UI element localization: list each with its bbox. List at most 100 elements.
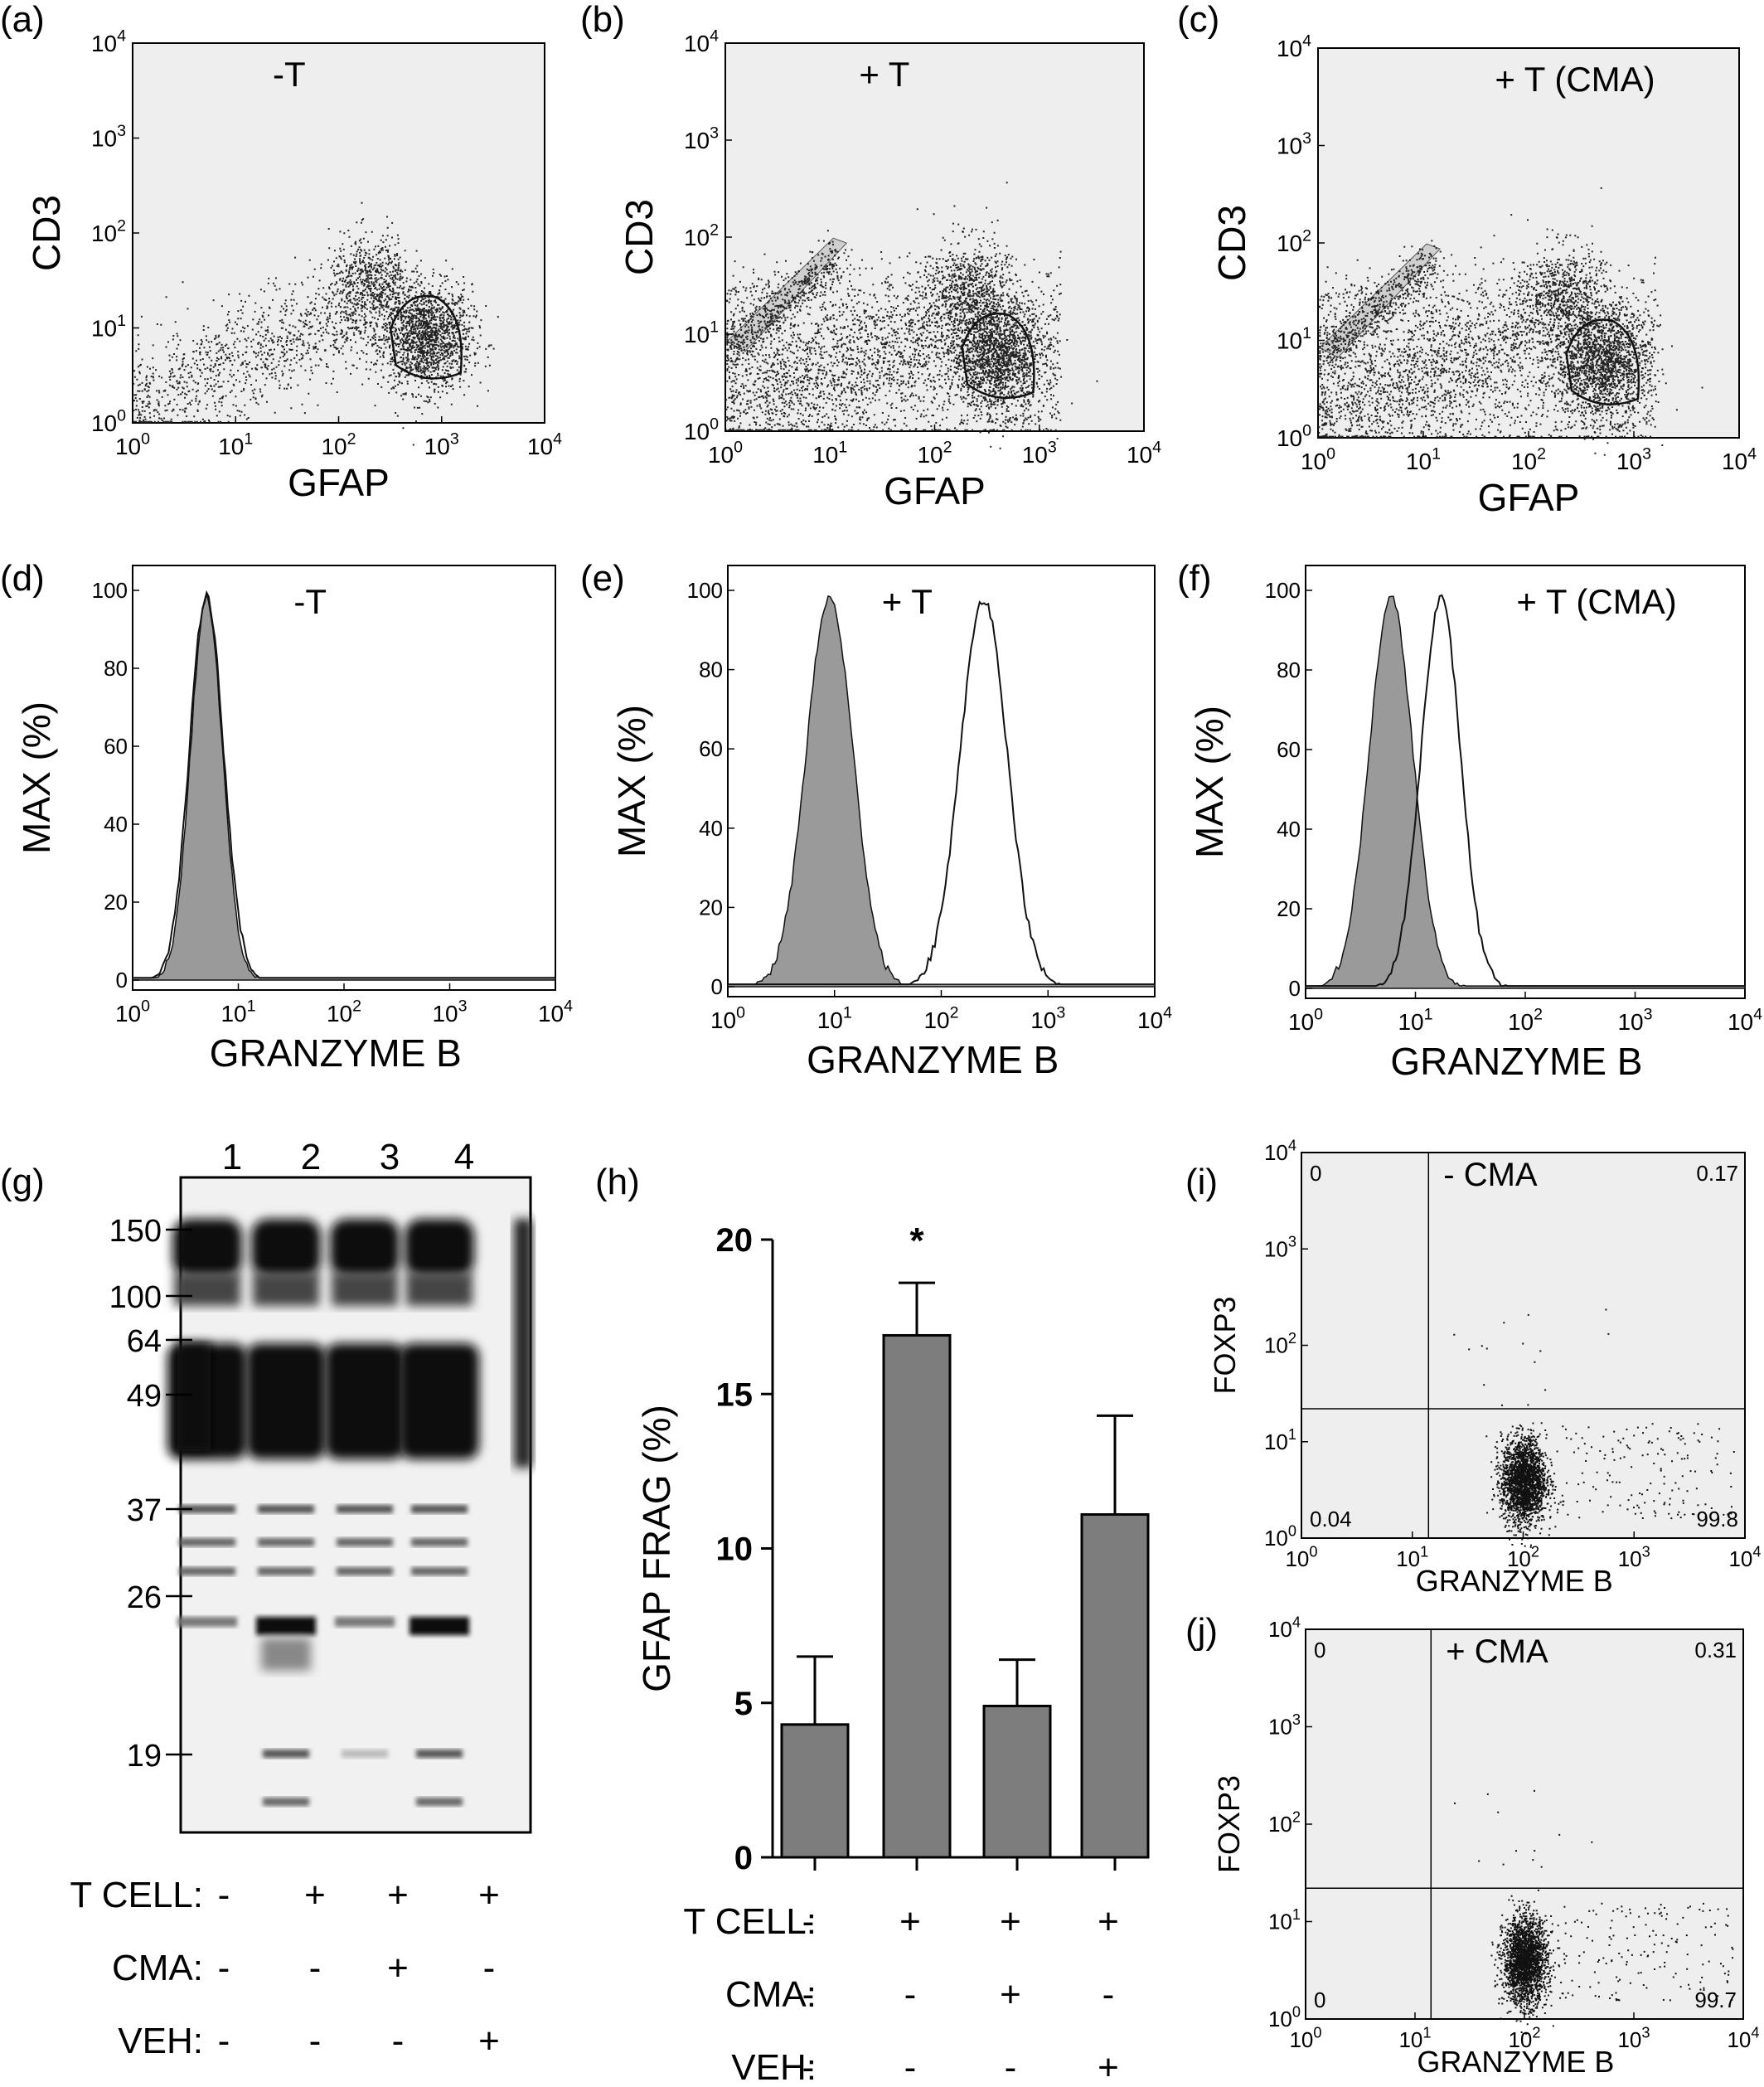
- x-tick-label: 103: [424, 430, 459, 459]
- x-tick-label: 102: [917, 438, 952, 468]
- x-tick-label: 100: [1301, 444, 1335, 474]
- tick-base: 10: [1289, 2027, 1313, 2052]
- panel-title: + T (CMA): [1495, 60, 1655, 99]
- x-tick-label: 101: [1396, 1543, 1428, 1571]
- x-tick-label: 104: [1728, 1005, 1762, 1035]
- x-tick-label: 100: [708, 438, 743, 468]
- x-tick-label: 101: [817, 1003, 852, 1033]
- significance-marker: *: [909, 1221, 924, 1261]
- tick-exponent: 4: [1753, 1005, 1762, 1023]
- blot-band-26-fragment: [177, 1617, 237, 1627]
- tick-base: 10: [1127, 442, 1152, 468]
- tick-exponent: 4: [564, 997, 573, 1015]
- panel-letter: (g): [0, 1162, 45, 1202]
- tick-base: 10: [684, 419, 710, 444]
- tick-base: 10: [1285, 1546, 1309, 1571]
- tick-exponent: 1: [1292, 1906, 1301, 1923]
- tick-base: 10: [1617, 2027, 1641, 2052]
- tick-base: 10: [1398, 2027, 1422, 2052]
- tick-base: 10: [1396, 1546, 1420, 1571]
- blot-band-49: [246, 1343, 326, 1459]
- tick-exponent: 2: [1302, 226, 1311, 245]
- tick-base: 10: [1728, 1009, 1753, 1035]
- tick-base: 10: [1268, 1617, 1292, 1642]
- panel-title: -T: [273, 55, 306, 94]
- x-axis-label: GFAP: [884, 469, 986, 512]
- tick-exponent: 1: [1432, 444, 1441, 463]
- panel-letter: (e): [580, 558, 625, 599]
- panel-letter: (c): [1177, 0, 1219, 40]
- condition-value: +: [387, 1875, 409, 1915]
- blot-band-minor: [337, 1505, 393, 1513]
- condition-value: -: [1102, 1974, 1115, 2015]
- panel-letter: (b): [580, 0, 625, 40]
- tick-base: 10: [527, 434, 553, 459]
- quadrant-lr-value: 99.8: [1696, 1507, 1738, 1531]
- y-tick-label: 100: [92, 578, 128, 603]
- y-axis-label: MAX (%): [610, 705, 653, 857]
- tick-exponent: 3: [1056, 1003, 1065, 1022]
- condition-label: T CELL:: [683, 1901, 817, 1942]
- panel-title: -T: [293, 582, 327, 621]
- x-tick-label: 101: [220, 997, 255, 1027]
- condition-label: T CELL:: [70, 1875, 203, 1915]
- tick-exponent: 4: [1152, 438, 1161, 456]
- tick-exponent: 0: [1288, 1522, 1296, 1539]
- marker-label: 37: [127, 1493, 162, 1528]
- x-tick-label: 100: [1288, 1005, 1323, 1035]
- x-tick-label: 104: [1727, 2024, 1759, 2052]
- tick-base: 10: [115, 434, 141, 459]
- tick-base: 10: [684, 128, 710, 153]
- blot-band-100: [174, 1273, 240, 1306]
- panel-letter: (d): [0, 558, 45, 599]
- y-tick-label: 102: [91, 216, 126, 246]
- tick-base: 10: [424, 434, 450, 459]
- tick-exponent: 3: [1642, 1543, 1650, 1560]
- tick-base: 10: [1508, 2027, 1532, 2052]
- tick-exponent: 4: [1292, 1614, 1301, 1630]
- bar: [1080, 1513, 1150, 1859]
- y-axis-label: FOXP3: [1208, 1296, 1242, 1394]
- blot-band-low-fragment: [416, 1798, 463, 1806]
- y-tick-label: 20: [104, 890, 128, 915]
- y-tick-label: 103: [684, 124, 719, 153]
- tick-base: 10: [1137, 1007, 1163, 1033]
- blot-band-minor: [337, 1567, 393, 1575]
- marker-label: 100: [109, 1280, 162, 1315]
- event-dots: [1318, 187, 1703, 456]
- x-tick-label: 101: [1398, 1005, 1432, 1035]
- bar: [982, 1704, 1052, 1859]
- panel-letter: (i): [1185, 1162, 1218, 1202]
- tick-exponent: 0: [1313, 2024, 1321, 2041]
- y-tick-label: 20: [699, 895, 723, 920]
- y-tick-label: 101: [1268, 1906, 1301, 1934]
- tick-exponent: 0: [1309, 1543, 1317, 1560]
- y-tick-label: 100: [1264, 1522, 1296, 1551]
- blot-band-minor: [411, 1538, 468, 1546]
- condition-label: CMA:: [112, 1948, 203, 1988]
- y-tick-label: 0: [116, 968, 128, 993]
- x-tick-label: 102: [1511, 444, 1546, 474]
- condition-value: +: [387, 1948, 409, 1988]
- y-tick-label: 103: [1277, 129, 1311, 159]
- quadrant-ur-value: 0.31: [1694, 1638, 1737, 1662]
- x-tick-label: 101: [1406, 444, 1441, 474]
- x-tick-label: 104: [527, 430, 562, 459]
- tick-base: 10: [1277, 36, 1302, 61]
- tick-exponent: 2: [352, 997, 361, 1015]
- y-tick-label: 20: [1277, 896, 1301, 921]
- condition-value: -: [218, 1875, 230, 1915]
- panel-title: + T: [882, 582, 933, 621]
- tick-base: 10: [1618, 1546, 1642, 1571]
- tick-exponent: 0: [736, 1003, 745, 1022]
- tick-base: 10: [1268, 1715, 1292, 1740]
- tick-base: 10: [432, 1001, 458, 1027]
- blot-band-minor: [179, 1505, 235, 1513]
- y-tick-label: 40: [1277, 817, 1301, 842]
- panel-i: 0 0.170.04 99.8- CMA1001001011011021021031…: [1185, 1137, 1762, 1598]
- blot-band-low-fragment: [263, 1798, 309, 1806]
